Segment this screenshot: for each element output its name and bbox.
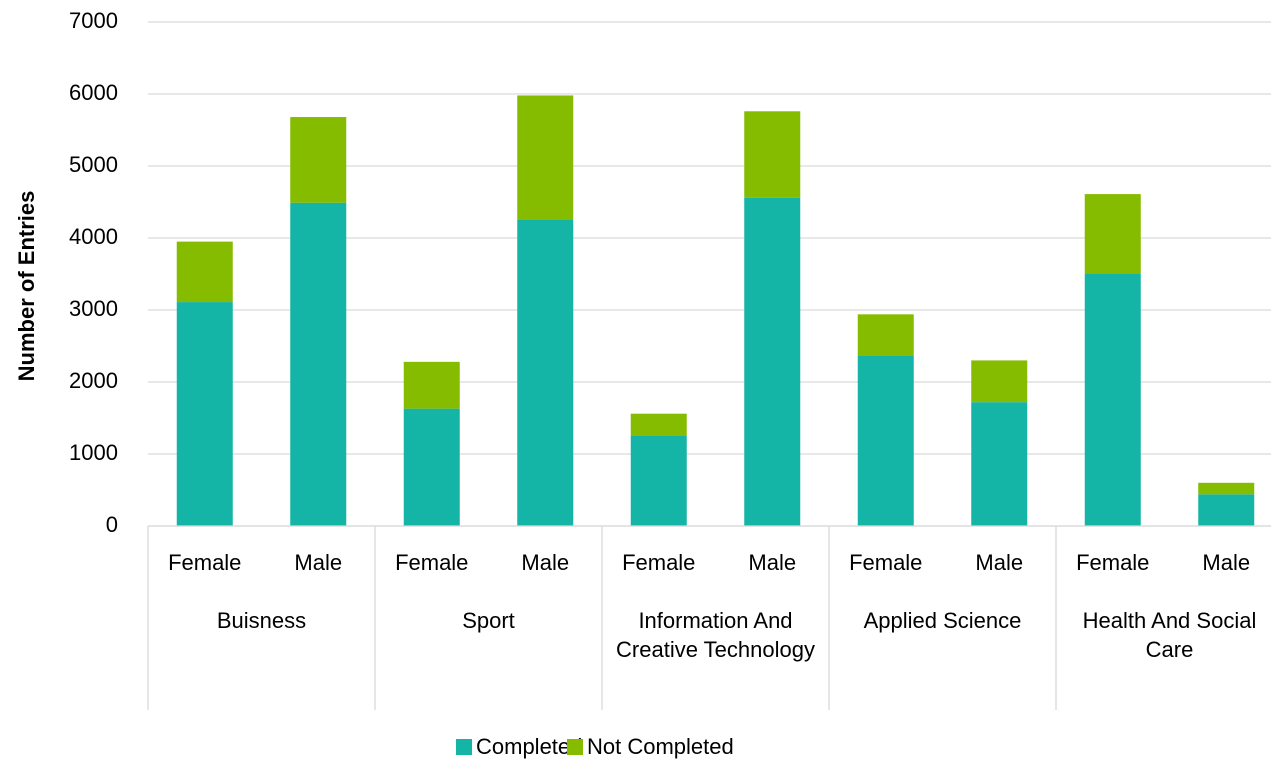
group-label: Health And Social Care xyxy=(1082,608,1257,662)
bar-segment xyxy=(744,197,801,526)
group-label-box: Buisness xyxy=(216,608,307,633)
y-tick-label: 5000 xyxy=(69,152,118,177)
x-tick-label: Male xyxy=(975,550,1023,575)
bar-segment xyxy=(176,302,233,526)
bar-segment xyxy=(971,402,1028,526)
bar-segment xyxy=(744,111,801,198)
x-tick-label: Female xyxy=(168,550,241,575)
bar-segment xyxy=(971,360,1028,403)
y-tick-label: 2000 xyxy=(69,368,118,393)
x-tick-label: Male xyxy=(521,550,569,575)
group-label-box: Applied Science xyxy=(863,608,1022,633)
x-tick-label: Female xyxy=(622,550,695,575)
legend-swatch xyxy=(456,739,472,755)
bar-segment xyxy=(403,361,460,409)
group-label-box: Health And Social Care xyxy=(1082,608,1257,662)
bar-segment xyxy=(857,355,914,526)
y-tick-label: 0 xyxy=(106,512,118,537)
x-tick-label: Female xyxy=(849,550,922,575)
y-tick-label: 6000 xyxy=(69,80,118,105)
bar-segment xyxy=(176,241,233,303)
bar-segment xyxy=(1198,482,1255,495)
x-tick-label: Male xyxy=(748,550,796,575)
x-tick-label: Male xyxy=(294,550,342,575)
group-label-box: Sport xyxy=(462,608,515,633)
y-tick-label: 3000 xyxy=(69,296,118,321)
bar-segment xyxy=(517,220,574,526)
y-tick-label: 7000 xyxy=(69,8,118,33)
group-label: Buisness xyxy=(216,608,307,633)
y-axis-title: Number of Entries xyxy=(14,191,39,382)
group-label: Information And Creative Technology xyxy=(616,608,815,662)
bar-segment xyxy=(290,202,347,526)
bar-segment xyxy=(1084,274,1141,526)
legend-label: Not Completed xyxy=(587,734,734,759)
x-tick-label: Female xyxy=(1076,550,1149,575)
bar-segment xyxy=(403,408,460,526)
group-label-box: Information And Creative Technology xyxy=(616,608,815,662)
group-label: Sport xyxy=(462,608,515,633)
bar-segment xyxy=(1198,494,1255,526)
bar-segment xyxy=(1084,194,1141,274)
legend-label: Completed xyxy=(476,734,582,759)
y-tick-label: 1000 xyxy=(69,440,118,465)
group-label: Applied Science xyxy=(863,608,1022,633)
x-tick-label: Female xyxy=(395,550,468,575)
bar-segment xyxy=(517,95,574,220)
bar-segment xyxy=(290,117,347,203)
bar-segment xyxy=(857,314,914,356)
x-tick-label: Male xyxy=(1202,550,1250,575)
legend-swatch xyxy=(567,739,583,755)
bar-segment xyxy=(630,413,687,436)
bar-segment xyxy=(630,436,687,526)
y-tick-label: 4000 xyxy=(69,224,118,249)
